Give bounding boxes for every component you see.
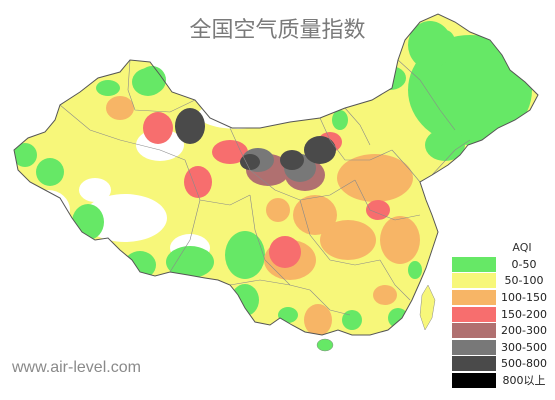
legend-item: 800以上	[452, 372, 552, 389]
legend-swatch	[452, 256, 496, 272]
legend-swatch	[452, 372, 496, 388]
legend-item: 200-300	[452, 322, 552, 339]
legend-swatch	[452, 323, 496, 339]
province-borders	[59, 59, 471, 316]
aqi-legend: AQI 0-50 50-100 100-150 150-200 200-300 300-5…	[452, 240, 552, 389]
legend-item: 100-150	[452, 289, 552, 306]
legend-label: 150-200	[501, 307, 547, 321]
legend-item: 500-800	[452, 356, 552, 373]
station-blob-dark	[175, 108, 205, 144]
legend-label: 100-150	[501, 290, 547, 304]
watermark: www.air-level.com	[12, 359, 141, 376]
legend-title: AQI	[512, 241, 532, 254]
legend-swatch	[452, 289, 496, 305]
legend-item: 150-200	[452, 306, 552, 323]
legend-item: 300-500	[452, 339, 552, 356]
hainan-island	[316, 338, 334, 352]
legend-label: 300-500	[501, 340, 547, 354]
map-title: 全国空气质量指数	[189, 18, 366, 43]
legend-label: 0-50	[511, 257, 537, 271]
legend-item: 50-100	[452, 273, 552, 290]
legend-label: 50-100	[504, 274, 544, 288]
legend-label: 200-300	[501, 324, 547, 338]
legend-item: 0-50	[452, 256, 552, 273]
legend-swatch	[452, 306, 496, 322]
legend-swatch	[452, 356, 496, 372]
legend-swatch	[452, 273, 496, 289]
station-blob-green-north	[138, 66, 166, 94]
taiwan-island	[419, 284, 436, 331]
legend-label: 800以上	[502, 374, 546, 388]
legend-label: 500-800	[501, 357, 547, 371]
legend-swatch	[452, 339, 496, 355]
legend-rows: 0-50 50-100 100-150 150-200 200-300 300-500 50…	[452, 256, 552, 389]
station-blob-green-ne	[435, 30, 455, 54]
